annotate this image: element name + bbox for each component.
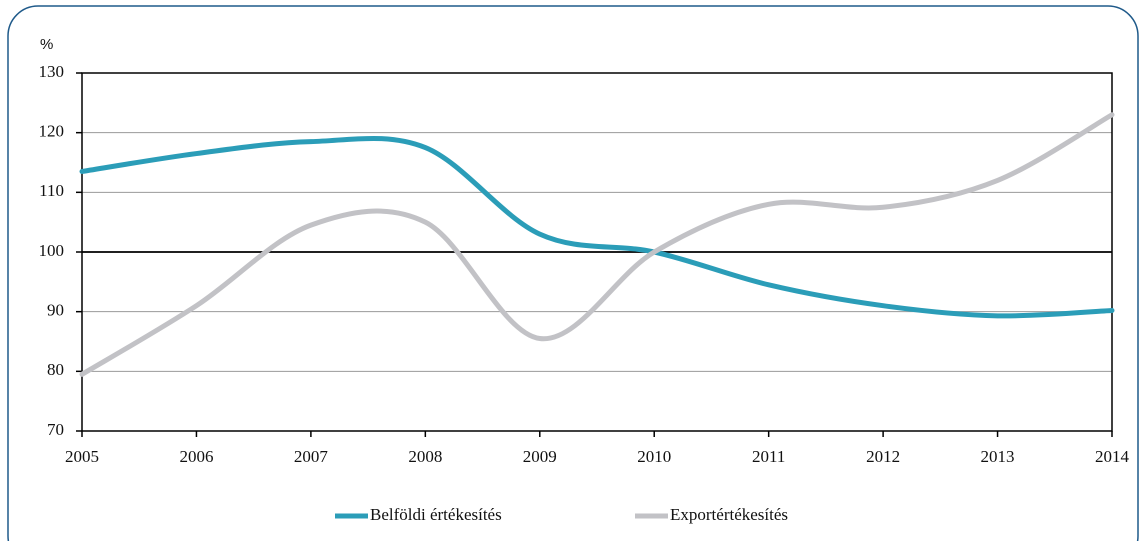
x-tick-label: 2006: [179, 447, 213, 466]
x-tick-label: 2007: [294, 447, 329, 466]
y-tick-label: 100: [39, 241, 65, 260]
x-tick-label: 2010: [637, 447, 671, 466]
series-line: [79, 135, 1115, 319]
chart-frame: [7, 5, 1139, 541]
legend-label: Exportértékesítés: [670, 505, 788, 524]
y-tick-label: 120: [39, 122, 65, 141]
y-tick-label: 90: [47, 301, 64, 320]
x-tick-label: 2014: [1095, 447, 1130, 466]
x-tick-label: 2009: [523, 447, 557, 466]
y-axis-label: %: [40, 36, 53, 53]
x-tick-label: 2008: [408, 447, 442, 466]
y-tick-label: 80: [47, 360, 64, 379]
legend-label: Belföldi értékesítés: [370, 505, 502, 524]
y-tick-label: 70: [47, 420, 64, 439]
x-tick-label: 2013: [981, 447, 1015, 466]
x-tick-label: 2011: [752, 447, 785, 466]
y-tick-label: 130: [39, 62, 65, 81]
series-line: [79, 112, 1115, 377]
x-tick-label: 2005: [65, 447, 99, 466]
x-tick-label: 2012: [866, 447, 900, 466]
plot-border: [81, 72, 1113, 432]
y-tick-label: 110: [39, 181, 64, 200]
